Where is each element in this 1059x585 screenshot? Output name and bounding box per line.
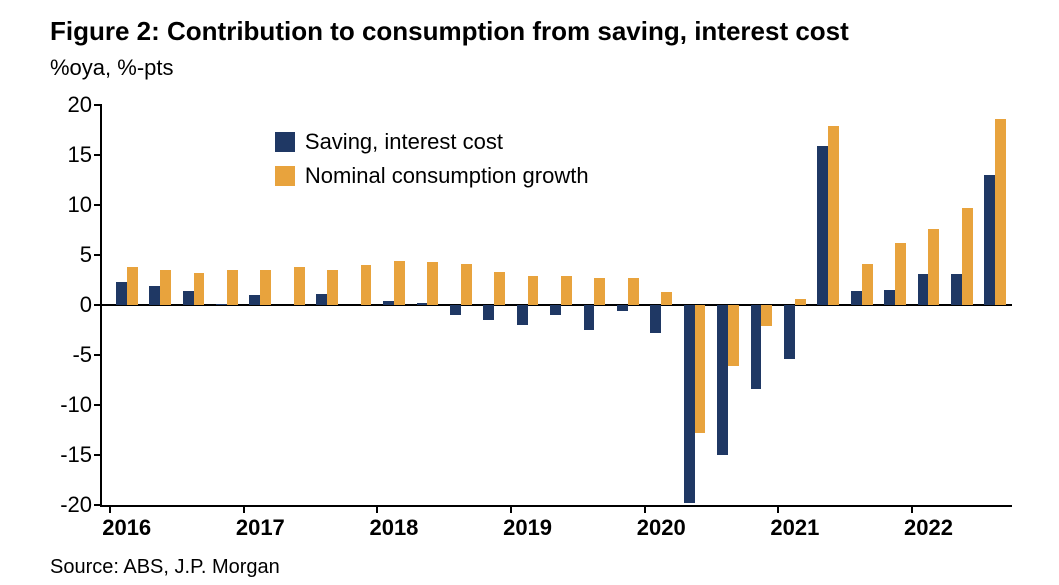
bar [494,272,505,305]
bar [427,262,438,305]
bar [517,305,528,325]
figure-source: Source: ABS, J.P. Morgan [50,556,280,579]
bar [483,305,494,320]
figure-subtitle: %oya, %-pts [50,55,174,81]
ytick-label: -5 [72,342,102,368]
bar [862,264,873,305]
bar [383,301,394,305]
xtick-label: 2021 [770,505,819,541]
legend-label: Nominal consumption growth [305,163,589,189]
bar [884,290,895,305]
bar [550,305,561,315]
bar [984,175,995,305]
xtick-label: 2018 [369,505,418,541]
figure-container: Figure 2: Contribution to consumption fr… [0,0,1059,585]
bar [851,291,862,305]
legend-label: Saving, interest cost [305,129,503,155]
bar [995,119,1006,305]
bar [751,305,762,389]
bar [294,267,305,305]
bar [528,276,539,305]
bar [684,305,695,503]
bar [962,208,973,305]
bar [761,305,772,326]
bar [149,286,160,305]
chart-plot-area: -20-15-10-505101520201620172018201920202… [100,105,1012,507]
ytick-label: 5 [80,242,102,268]
bar [695,305,706,433]
legend-swatch [275,166,295,186]
bar [628,278,639,305]
xtick-label: 2017 [236,505,285,541]
legend-swatch [275,132,295,152]
xtick-label: 2020 [637,505,686,541]
bar [183,291,194,305]
bar [194,273,205,305]
bar [717,305,728,455]
bar [316,294,327,305]
bar [928,229,939,305]
bar [617,305,628,311]
ytick-label: 10 [68,192,102,218]
bar [594,278,605,305]
ytick-label: 0 [80,292,102,318]
bar [461,264,472,305]
bar [561,276,572,305]
bar [584,305,595,330]
ytick-label: -15 [60,442,102,468]
legend: Saving, interest cost Nominal consumption… [275,129,589,197]
ytick-label: 15 [68,142,102,168]
bar [795,299,806,305]
bar [260,270,271,305]
bar [650,305,661,333]
bar [817,146,828,305]
xtick-label: 2019 [503,505,552,541]
bar [784,305,795,359]
bar [361,265,372,305]
bar [951,274,962,305]
bar [918,274,929,305]
bar [160,270,171,305]
bar [249,295,260,305]
bar [216,304,227,305]
figure-title: Figure 2: Contribution to consumption fr… [50,16,849,47]
xtick-label: 2016 [102,505,151,541]
bar [728,305,739,366]
ytick-label: 20 [68,92,102,118]
bar [116,282,127,305]
bar [227,270,238,305]
xtick-label: 2022 [904,505,953,541]
legend-item: Saving, interest cost [275,129,589,155]
bar [127,267,138,305]
bar [661,292,672,305]
bar [417,303,428,305]
ytick-label: -10 [60,392,102,418]
bar [895,243,906,305]
legend-item: Nominal consumption growth [275,163,589,189]
bar [327,270,338,305]
ytick-label: -20 [60,492,102,518]
bar [450,305,461,315]
bar [394,261,405,305]
bar [828,126,839,305]
